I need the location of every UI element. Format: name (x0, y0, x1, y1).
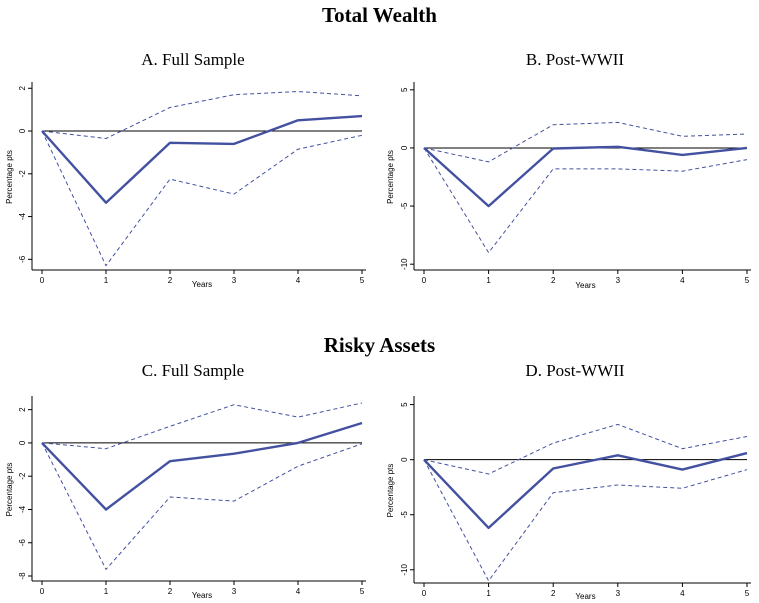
panel-d: D. Post-WWII 5 0 -5 -10 0 1 2 3 4 5 Years Percentage… (386, 361, 751, 601)
panel-a-y-label: Percentage pts (5, 150, 14, 204)
y-tick-label: 0 (400, 457, 409, 462)
x-tick-label: 5 (745, 276, 750, 285)
y-tick-label: 0 (18, 128, 27, 133)
x-tick-label: 4 (680, 589, 685, 598)
x-tick-label: 4 (296, 587, 301, 596)
panel-c-y-label: Percentage pts (5, 463, 14, 517)
panel-a-series-estimate (41, 114, 363, 204)
panel-a-series-lower (41, 130, 363, 267)
x-tick-label: 3 (616, 276, 621, 285)
panel-a-series-upper (41, 91, 363, 139)
y-tick-label: -5 (400, 511, 409, 519)
x-tick-label: 5 (745, 589, 750, 598)
panel-b-x-label: Years (575, 281, 595, 290)
y-tick-label: -6 (18, 255, 27, 263)
y-tick-label: 0 (18, 440, 27, 445)
y-tick-label: 5 (400, 402, 409, 407)
y-tick-label: -6 (18, 539, 27, 547)
panel-d-series-estimate (423, 451, 748, 530)
x-tick-label: 1 (486, 276, 491, 285)
y-tick-label: -4 (18, 505, 27, 513)
x-tick-label: 1 (104, 587, 109, 596)
x-tick-label: 5 (360, 587, 365, 596)
panel-d-y-label: Percentage pts (386, 464, 395, 518)
x-tick-label: 4 (680, 276, 685, 285)
panel-c-series-lower (41, 442, 363, 570)
panel-b-title: B. Post-WWII (526, 50, 625, 69)
panel-b-series-estimate (423, 145, 748, 208)
x-tick-label: 3 (232, 587, 237, 596)
y-tick-label: 2 (18, 86, 27, 91)
y-tick-label: -2 (18, 170, 27, 178)
section-title-total-wealth: Total Wealth (322, 3, 437, 27)
x-tick-label: 3 (232, 276, 237, 285)
panel-b-series-upper (423, 121, 748, 163)
y-tick-label: -4 (18, 212, 27, 220)
panel-d-x-label: Years (575, 592, 595, 601)
y-tick-label: -10 (400, 258, 409, 270)
panel-b-y-label: Percentage pts (386, 150, 395, 204)
x-tick-label: 1 (486, 589, 491, 598)
x-tick-label: 2 (168, 276, 173, 285)
x-tick-label: 2 (168, 587, 173, 596)
x-tick-label: 0 (40, 587, 45, 596)
x-tick-label: 0 (422, 589, 427, 598)
x-tick-label: 3 (616, 589, 621, 598)
panel-c-series-estimate (41, 421, 363, 511)
x-tick-label: 0 (40, 276, 45, 285)
x-tick-label: 2 (551, 589, 556, 598)
x-tick-label: 4 (296, 276, 301, 285)
panel-b: B. Post-WWII 5 0 -5 -10 0 1 2 3 4 5 Years Percentage… (386, 50, 751, 290)
y-tick-label: -2 (18, 472, 27, 480)
panel-c: C. Full Sample 2 0 -2 -4 -6 -8 0 1 2 3 4 5 Years Perce… (5, 361, 366, 600)
panel-d-title: D. Post-WWII (525, 361, 624, 380)
y-tick-label: 5 (400, 87, 409, 92)
panel-a: A. Full Sample 2 0 -2 -4 -6 0 1 2 3 4 5 Years Percent… (5, 50, 366, 289)
panel-a-title: A. Full Sample (141, 50, 244, 69)
panel-d-series-upper (423, 423, 748, 475)
x-tick-label: 2 (551, 276, 556, 285)
panel-a-x-label: Years (192, 280, 212, 289)
panel-b-series-lower (423, 147, 748, 254)
panel-d-series-lower (423, 459, 748, 582)
panel-c-series-upper (41, 402, 363, 450)
x-tick-label: 1 (104, 276, 109, 285)
y-tick-label: -5 (400, 202, 409, 210)
x-tick-label: 5 (360, 276, 365, 285)
y-tick-label: 2 (18, 407, 27, 412)
panel-c-title: C. Full Sample (142, 361, 244, 380)
y-tick-label: -8 (18, 572, 27, 580)
x-tick-label: 0 (422, 276, 427, 285)
y-tick-label: 0 (400, 145, 409, 150)
y-tick-label: -10 (400, 563, 409, 575)
panel-c-x-label: Years (192, 591, 212, 600)
section-title-risky-assets: Risky Assets (323, 333, 436, 357)
